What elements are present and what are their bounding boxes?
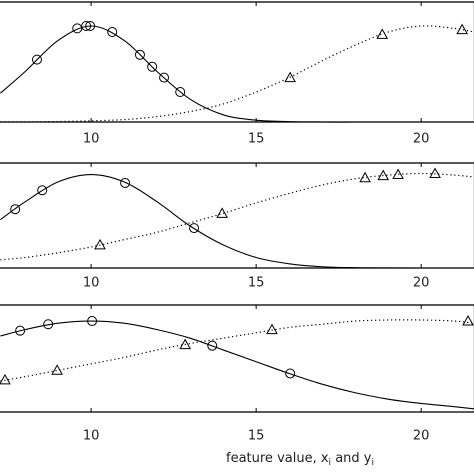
x-tick-label: 15 (248, 429, 265, 444)
triangle-marker (377, 169, 390, 181)
triangle-marker (266, 323, 278, 335)
circle-marker (189, 223, 200, 234)
x-tick-label: 20 (413, 132, 430, 147)
circle-marker (81, 21, 92, 31)
plot-area (0, 167, 474, 269)
triangle-marker (216, 207, 228, 218)
label-part: and y (331, 451, 372, 466)
circle-marker (159, 72, 170, 83)
x-tick-label: 15 (248, 132, 265, 147)
x-tick-label: 15 (248, 276, 265, 291)
x-axis-label: feature value, xi and yi (226, 451, 374, 468)
triangle-marker (51, 364, 63, 375)
axes-frame (0, 1, 474, 123)
plot-area (0, 21, 474, 123)
triangle-marker (429, 167, 441, 178)
subscript: i (329, 458, 332, 468)
circle-marker (87, 316, 98, 327)
triangle-marker (94, 238, 106, 250)
triangle-marker (462, 315, 474, 326)
circle-marker (134, 49, 145, 60)
circle-marker (120, 177, 131, 188)
triangle-marker (359, 171, 371, 183)
triangle-marker (376, 28, 389, 39)
curve (0, 172, 474, 261)
x-tick-label: 10 (83, 429, 100, 444)
label-part: feature value, x (226, 451, 329, 466)
circle-marker (43, 319, 54, 330)
x-tick-label: 20 (413, 276, 430, 291)
curve (0, 173, 474, 269)
circle-marker (72, 23, 83, 34)
axes-frame (0, 304, 474, 413)
x-tick-label: 10 (83, 276, 100, 291)
x-tick-label: 10 (83, 132, 100, 147)
curve (0, 25, 474, 123)
circle-marker (147, 61, 158, 72)
x-tick-label: 20 (413, 429, 430, 444)
triangle-marker (392, 168, 404, 180)
circle-marker (31, 54, 42, 65)
axes-frame (0, 162, 474, 269)
circle-marker (175, 87, 186, 97)
triangle-marker (456, 23, 468, 35)
circle-marker (15, 325, 26, 336)
triangle-marker (0, 373, 11, 385)
curve (0, 25, 474, 123)
circle-marker (107, 27, 118, 37)
circle-marker (207, 340, 218, 351)
circle-marker (85, 21, 96, 31)
circle-marker (285, 368, 296, 379)
curve (0, 319, 474, 382)
circle-marker (37, 185, 48, 196)
circle-marker (10, 204, 21, 215)
plot-area (0, 315, 474, 410)
triangle-marker (284, 71, 296, 83)
triangle-marker (179, 338, 192, 350)
subscript: i (371, 458, 374, 468)
curve (0, 320, 474, 410)
